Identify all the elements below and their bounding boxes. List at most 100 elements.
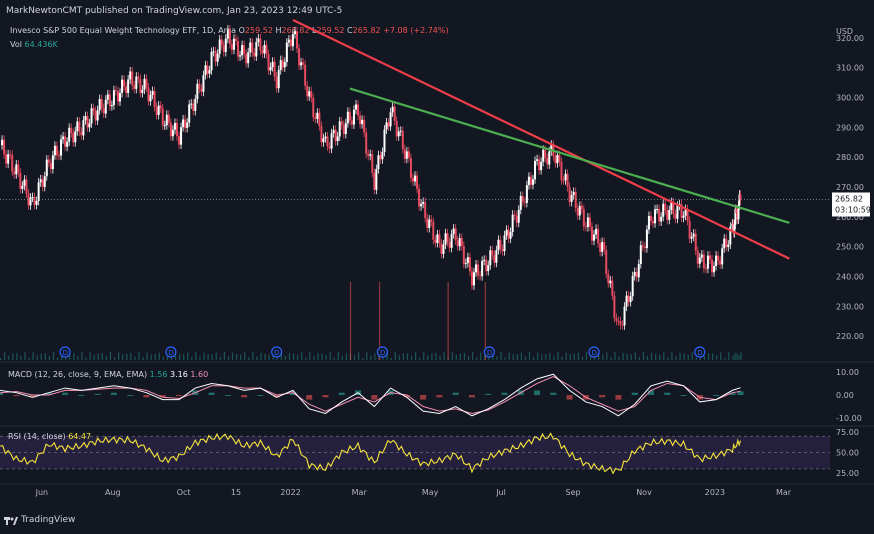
volume-bar <box>734 353 736 360</box>
candle-body <box>395 120 398 137</box>
candle-body <box>149 94 152 102</box>
x-tick-label: 2023 <box>705 488 725 497</box>
candle-body <box>723 238 726 249</box>
currency-label: USD <box>836 27 853 36</box>
candle-body <box>432 221 435 240</box>
candle-body <box>566 173 569 188</box>
candle-body <box>708 255 711 260</box>
candle-body <box>196 83 199 99</box>
candle-body <box>265 44 268 55</box>
candle-body <box>597 228 600 244</box>
candle-body <box>442 244 445 254</box>
candle-body <box>468 257 471 272</box>
candle-body <box>279 60 282 71</box>
candle-body <box>155 106 158 115</box>
candle-body <box>269 67 272 71</box>
x-tick-label: 15 <box>231 488 241 497</box>
candle-body <box>348 111 351 121</box>
tradingview-brand[interactable]: TradingView <box>4 515 75 525</box>
candle-body <box>407 151 410 158</box>
candle-body <box>375 169 378 190</box>
candle-body <box>198 83 201 89</box>
candle-body <box>570 195 573 202</box>
volume-legend[interactable]: Vol 64.436K <box>10 40 58 49</box>
candle-body <box>5 154 8 164</box>
volume-bar <box>0 358 2 360</box>
candle-body <box>247 52 250 64</box>
candle-body <box>523 201 526 203</box>
macd-histogram-bar <box>452 392 459 395</box>
candle-body <box>346 111 349 124</box>
volume-bar <box>659 354 661 360</box>
volume-bar <box>492 352 494 360</box>
macd-histogram-bar <box>420 395 427 400</box>
candle-body <box>175 122 178 137</box>
candle-body <box>454 228 457 241</box>
high-label: H <box>275 26 282 35</box>
macd-histogram-bar <box>468 395 475 398</box>
candle-body <box>161 108 164 126</box>
volume-bar <box>134 356 136 360</box>
candle-body <box>536 159 539 161</box>
volume-value: 64.436K <box>24 40 58 49</box>
volume-bar <box>606 352 608 360</box>
candle-body <box>385 122 388 130</box>
candle-body <box>165 114 168 126</box>
volume-bar <box>12 353 14 360</box>
macd-histogram-bar <box>534 390 541 395</box>
candle-body <box>74 131 77 143</box>
candle-body <box>137 76 140 79</box>
candle-body <box>7 154 10 164</box>
candle-body <box>232 38 235 50</box>
macd-histogram-bar <box>501 392 508 395</box>
macd-line <box>0 373 741 417</box>
rsi-legend[interactable]: RSI (14, close) 64.47 <box>8 432 91 441</box>
rsi-tick-label: 50.00 <box>836 449 859 458</box>
volume-bar <box>642 352 645 360</box>
candle-body <box>734 209 737 225</box>
candle-body <box>564 173 567 181</box>
volume-bar <box>264 353 266 360</box>
volume-bar <box>235 354 238 360</box>
candle-body <box>208 70 211 74</box>
candle-body <box>275 76 278 89</box>
volume-bar <box>56 357 59 360</box>
candle-body <box>367 153 370 156</box>
volume-bar <box>557 352 559 360</box>
volume-bar <box>150 354 152 360</box>
candle-body <box>558 154 561 162</box>
candle-body <box>17 164 20 173</box>
candle-body <box>619 321 622 325</box>
candle-body <box>359 115 362 125</box>
macd-tick-label: 0.00 <box>836 391 854 400</box>
candle-body <box>605 250 608 274</box>
candle-body <box>732 223 735 234</box>
candle-body <box>186 122 189 128</box>
candle-body <box>625 295 628 307</box>
volume-bar <box>297 354 299 360</box>
candle-body <box>228 29 231 45</box>
candle-body <box>218 39 221 54</box>
volume-bar <box>524 356 527 360</box>
candle-body <box>674 213 677 219</box>
candle-body <box>696 250 699 264</box>
volume-bar <box>618 356 620 360</box>
candle-body <box>652 221 655 224</box>
macd-legend[interactable]: MACD (12, 26, close, 9, EMA, EMA) 1.56 3… <box>8 370 208 379</box>
candle-body <box>355 104 358 110</box>
price-tick-label: 310.00 <box>836 64 864 73</box>
dividend-marker <box>694 346 706 358</box>
macd-histogram-bar <box>241 395 248 398</box>
candle-body <box>237 40 240 57</box>
candle-body <box>452 228 455 235</box>
candle-body <box>556 154 559 164</box>
candle-body <box>267 54 270 71</box>
volume-bar <box>244 352 246 360</box>
candle-body <box>112 90 115 106</box>
candle-body <box>531 179 534 185</box>
close-value: 265.82 <box>352 26 381 35</box>
volume-bar <box>679 352 681 360</box>
candle-body <box>387 122 390 127</box>
macd-pane <box>0 373 744 417</box>
